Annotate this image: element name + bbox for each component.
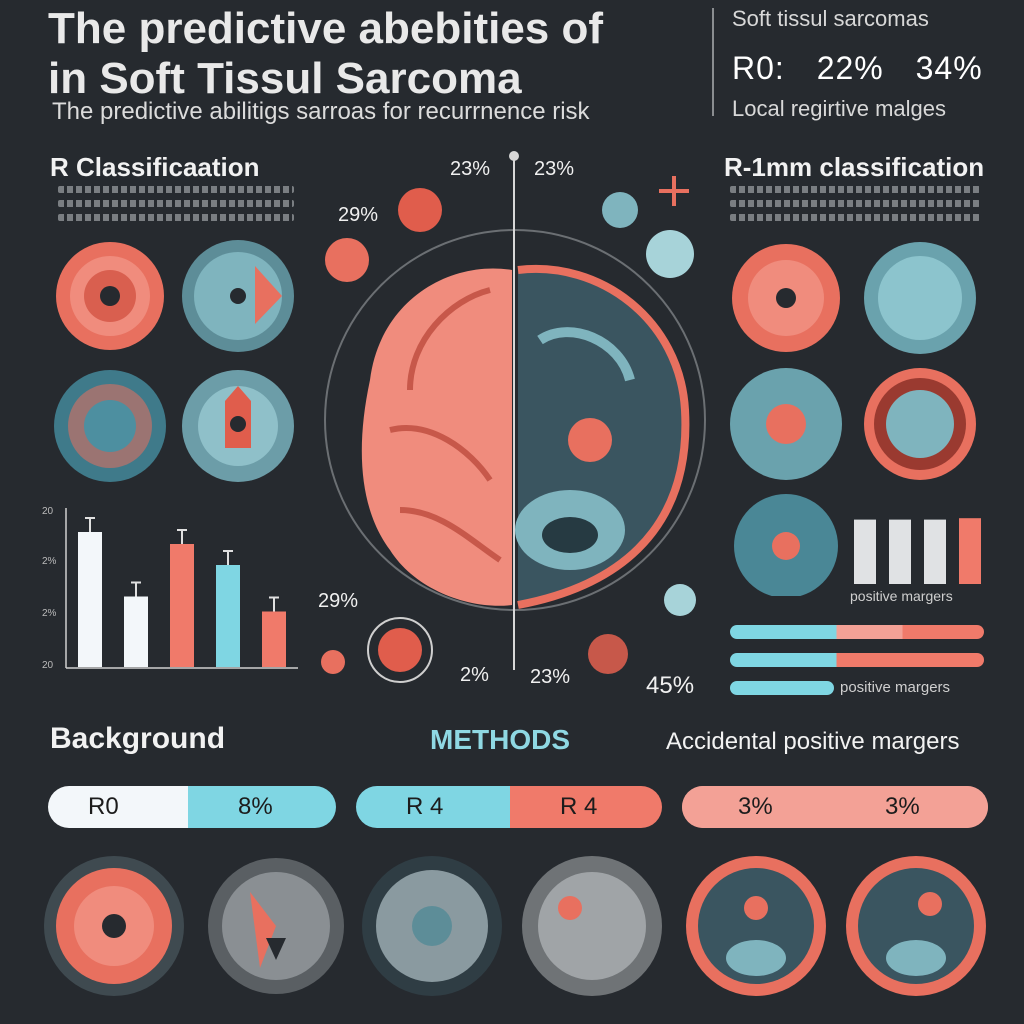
scribble-line <box>730 214 980 221</box>
pill-right: 3% <box>835 786 988 828</box>
left-scan-grid <box>54 240 294 482</box>
right-bar-chart <box>854 518 981 584</box>
chart-bar <box>959 518 981 584</box>
chart-bar <box>170 544 194 667</box>
scan-coral-teal <box>846 856 986 996</box>
tick-label: 2% <box>42 556 57 567</box>
scribble-line <box>58 200 294 207</box>
pct-bottom-b: 23% <box>530 666 571 688</box>
scribble-line <box>58 186 294 193</box>
scan-grey-coral <box>208 858 344 994</box>
progress-bar-2 <box>730 653 984 667</box>
pill-left: R 4 <box>356 786 510 828</box>
marker-orb <box>664 584 696 616</box>
scan-teal-mixed <box>182 240 294 352</box>
target-icon <box>367 617 433 683</box>
chart-bar <box>924 519 946 584</box>
scan-coral-flower <box>44 856 184 996</box>
header-divider <box>712 8 714 116</box>
pill-right: 8% <box>188 786 336 828</box>
left-bar-chart: 20 2% 2% 20 <box>42 506 298 671</box>
scan-blue-coral <box>54 370 166 482</box>
scan-teal <box>864 242 976 354</box>
chart-bar <box>216 565 240 667</box>
pct-bottom-a: 2% <box>460 664 489 686</box>
scan-coral-ring <box>864 368 976 480</box>
marker-orb <box>588 634 628 674</box>
brain-right-hemisphere <box>515 264 690 609</box>
scan-blue-grey <box>362 856 502 996</box>
pct-top-right: 23% <box>534 158 575 180</box>
brain-left-hemisphere <box>361 268 512 606</box>
right-panel-heading: R-1mm classification <box>724 152 985 182</box>
right-chart-label: positive margers <box>850 588 953 604</box>
marker-orb <box>602 192 638 228</box>
marker-orb <box>325 238 369 282</box>
scan-coral-teal <box>686 856 826 996</box>
chart-bar <box>78 532 102 667</box>
right-scan-grid <box>730 242 976 596</box>
left-panel-heading: R Classificaation <box>50 152 260 182</box>
title-line-1: The predictive abebities of <box>48 4 604 53</box>
chart-bar <box>889 519 911 584</box>
bottom-scan-row <box>44 856 986 996</box>
chart-bar <box>854 519 876 584</box>
pct-left: 29% <box>338 204 379 226</box>
scan-blue <box>734 494 838 596</box>
scribble-line <box>730 186 980 193</box>
summary-r0-label: R0: <box>732 50 785 86</box>
center-brain-illustration <box>321 151 706 683</box>
pill-right: R 4 <box>510 786 662 828</box>
pill-left: R0 <box>48 786 188 828</box>
summary-label: Soft tissul sarcomas <box>732 6 929 31</box>
pill-left: 3% <box>682 786 835 828</box>
tick-label: 2% <box>42 608 57 619</box>
scan-coral-flower <box>732 244 840 352</box>
scan-teal-center <box>182 370 294 482</box>
pct-lower-left: 29% <box>318 590 359 612</box>
summary-values: R0: 22% 34% <box>732 50 1005 87</box>
title-line-2: in Soft Tissul Sarcoma <box>48 54 522 103</box>
scribble-line <box>58 214 294 221</box>
pct-top-left: 23% <box>450 158 491 180</box>
accidental-heading: Accidental positive margers <box>666 728 960 755</box>
summary-footer: Local regirtive malges <box>732 96 946 121</box>
divider-dot <box>509 151 519 161</box>
marker-orb <box>646 230 694 278</box>
pill-r0: R0 8% <box>48 786 336 828</box>
chart-bar <box>262 611 286 667</box>
summary-value-b: 34% <box>915 50 983 86</box>
tick-label: 20 <box>42 506 54 517</box>
pill-accidental: 3% 3% <box>682 786 988 828</box>
page-subtitle: The predictive abilitigs sarroas for rec… <box>52 98 590 125</box>
scan-coral-flower <box>56 242 164 350</box>
scan-teal-coral <box>730 368 842 480</box>
summary-value-a: 22% <box>816 50 884 86</box>
chart-bar <box>124 596 148 667</box>
background-heading: Background <box>50 722 226 755</box>
pill-methods: R 4 R 4 <box>356 786 662 828</box>
marker-orb <box>398 188 442 232</box>
marker-orb <box>321 650 345 674</box>
pct-bottom-right: 45% <box>646 672 695 699</box>
right-bars-label: positive margers <box>840 679 951 696</box>
page-title: The predictive abebities of in Soft Tiss… <box>48 4 708 104</box>
tick-label: 20 <box>42 660 54 671</box>
scribble-line <box>730 200 980 207</box>
methods-heading: METHODS <box>430 724 570 755</box>
scan-grey <box>522 856 662 996</box>
progress-bar-1 <box>730 625 984 639</box>
progress-bar-3 <box>730 681 834 695</box>
